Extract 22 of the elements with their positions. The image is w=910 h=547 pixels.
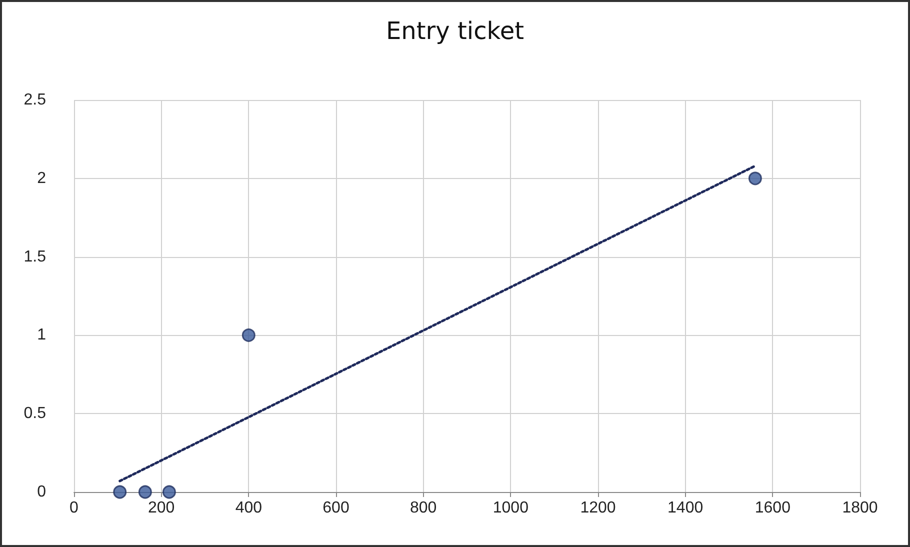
y-tick-label: 1.5: [24, 248, 46, 266]
x-tick-label: 200: [148, 500, 175, 516]
x-tick-label: 1000: [492, 500, 529, 516]
x-tick-label: 1200: [580, 500, 616, 516]
point: [748, 172, 762, 186]
x-tick-label: 1800: [842, 500, 878, 516]
chart-title: Entry ticket: [386, 17, 524, 45]
point: [138, 485, 152, 499]
y-tick-label: 2.5: [24, 92, 46, 108]
y-tick-label: 2: [37, 170, 46, 187]
y-tick-label: 0.5: [24, 405, 46, 422]
y-tick-label: 1: [37, 326, 46, 344]
point: [242, 328, 256, 342]
x-tick-label: 600: [322, 500, 350, 516]
x-tick-label: 0: [70, 500, 79, 516]
y-tick-label: 0: [37, 484, 46, 500]
x-tick-label: 800: [410, 500, 437, 516]
x-tick-label: 400: [235, 500, 262, 516]
point: [162, 485, 176, 499]
x-tick-label: 1400: [668, 500, 704, 516]
point: [113, 485, 127, 499]
x-tick-label: 1600: [754, 500, 791, 516]
